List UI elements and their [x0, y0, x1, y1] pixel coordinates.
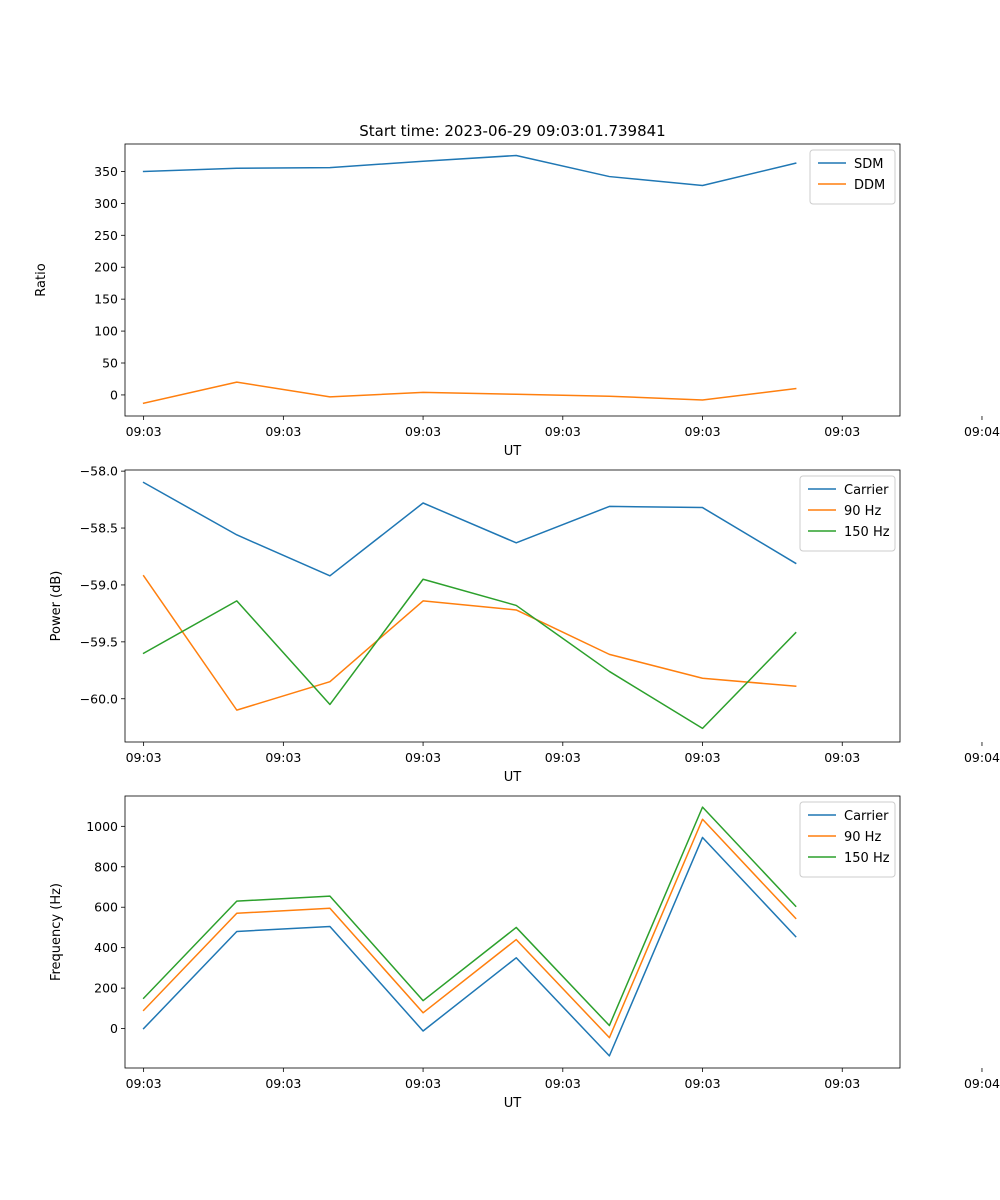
x-tick-label: 09:03: [824, 750, 860, 765]
y-tick-label: 300: [94, 196, 118, 211]
x-tick-label: 09:03: [824, 1076, 860, 1091]
x-tick-label: 09:03: [685, 1076, 721, 1091]
y-tick-label: 50: [102, 356, 118, 371]
y-tick-label: 0: [110, 1021, 118, 1036]
axes-frame: [124, 469, 901, 743]
x-tick-label: 09:03: [405, 750, 441, 765]
y-tick-label: 200: [94, 981, 118, 996]
series-line-150-hz: [142, 578, 797, 730]
x-tick-label: 09:04: [964, 750, 1000, 765]
legend-label: Carrier: [844, 809, 889, 824]
y-tick-label: 250: [94, 228, 118, 243]
y-tick-label: 800: [94, 859, 118, 874]
y-tick-label: −58.5: [80, 521, 118, 536]
legend-label: 150 Hz: [844, 851, 890, 866]
x-tick-label: 09:03: [405, 424, 441, 439]
x-tick-label: 09:03: [405, 1076, 441, 1091]
axes-frame: [124, 795, 901, 1069]
chart-panel-2: 09:03 09:03 09:03 09:03 09:03 09:03 09:04 −60.0…: [49, 464, 1000, 785]
series-line-150-hz: [142, 806, 797, 1027]
legend-label: Carrier: [844, 483, 889, 498]
legend-box: [799, 801, 896, 878]
x-tick-label: 09:03: [265, 1076, 301, 1091]
x-tick-label: 09:03: [685, 424, 721, 439]
y-tick-label: −58.0: [80, 464, 118, 479]
legend-box: [799, 475, 896, 552]
y-tick-label: −59.5: [80, 634, 118, 649]
legend-label: 90 Hz: [844, 504, 881, 519]
figure-title: Start time: 2023-06-29 09:03:01.739841: [359, 122, 665, 140]
y-tick-label: −59.0: [80, 577, 118, 592]
series-line-carrier: [142, 836, 797, 1057]
x-tick-label: 09:03: [126, 750, 162, 765]
x-tick-label: 09:03: [545, 750, 581, 765]
series-line-90-hz: [142, 574, 797, 711]
x-tick-label: 09:03: [685, 750, 721, 765]
series-line-carrier: [142, 481, 797, 577]
x-tick-label: 09:03: [265, 750, 301, 765]
series-line-ddm: [142, 381, 797, 405]
x-tick-label: 09:03: [545, 424, 581, 439]
x-tick-label: 09:03: [545, 1076, 581, 1091]
x-tick-label: 09:03: [126, 1076, 162, 1091]
x-axis-label: UT: [504, 770, 522, 785]
y-tick-label: 350: [94, 164, 118, 179]
x-tick-label: 09:04: [964, 1076, 1000, 1091]
axes-frame: [124, 143, 901, 417]
chart-panel-1: 09:03 09:03 09:03 09:03 09:03 09:03 09:04 0 50 10…: [34, 143, 1000, 459]
legend-label: DDM: [854, 178, 885, 193]
y-tick-label: 100: [94, 324, 118, 339]
y-tick-label: 600: [94, 900, 118, 915]
y-tick-label: 400: [94, 940, 118, 955]
y-tick-label: 200: [94, 260, 118, 275]
y-axis-label: Power (dB): [49, 571, 64, 642]
y-axis-label: Ratio: [34, 263, 49, 296]
x-tick-label: 09:03: [265, 424, 301, 439]
x-axis-label: UT: [504, 444, 522, 459]
legend-label: SDM: [854, 157, 883, 172]
x-tick-label: 09:03: [824, 424, 860, 439]
legend-label: 90 Hz: [844, 830, 881, 845]
x-tick-label: 09:03: [126, 424, 162, 439]
series-line-90-hz: [142, 818, 797, 1039]
y-tick-label: −60.0: [80, 691, 118, 706]
x-tick-label: 09:04: [964, 424, 1000, 439]
y-tick-label: 0: [110, 387, 118, 402]
series-line-sdm: [142, 154, 797, 187]
y-tick-label: 150: [94, 292, 118, 307]
chart-panel-3: 09:03 09:03 09:03 09:03 09:03 09:03 09:04 0 200 4…: [49, 795, 1000, 1111]
y-tick-label: 1000: [86, 819, 118, 834]
legend-label: 150 Hz: [844, 525, 890, 540]
y-axis-label: Frequency (Hz): [49, 883, 64, 981]
x-axis-label: UT: [504, 1096, 522, 1111]
